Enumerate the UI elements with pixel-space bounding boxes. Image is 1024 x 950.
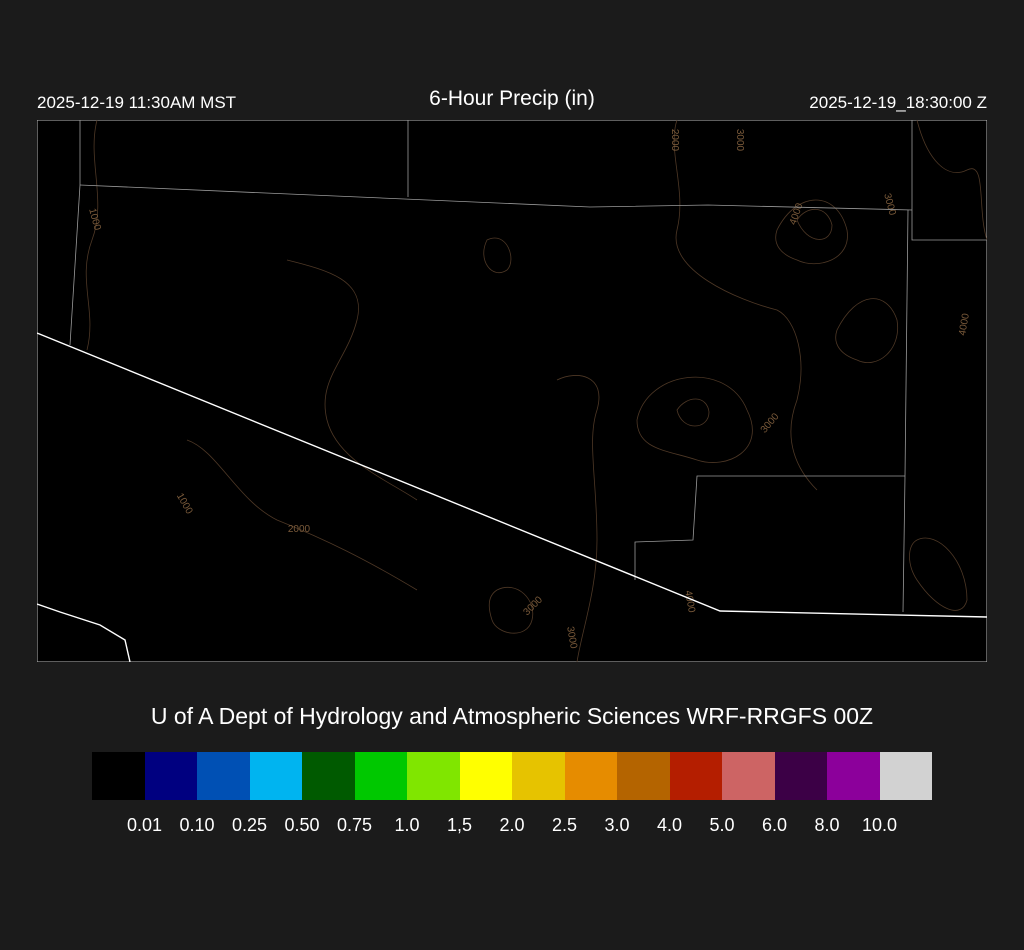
legend-swatch [774, 752, 827, 800]
contour-label: 3000 [564, 626, 579, 650]
legend-label: 0.50 [284, 815, 320, 835]
contour-line [186, 439, 418, 591]
legend-swatch [407, 752, 460, 800]
legend-label: 0.10 [179, 815, 215, 835]
contour-line [636, 376, 753, 463]
utc-time: 2025-12-19_18:30:00 Z [809, 93, 987, 112]
legend-swatch [564, 752, 617, 800]
legend-swatch [879, 752, 932, 800]
state-line [37, 603, 131, 662]
color-legend [92, 752, 932, 800]
county-line [634, 475, 905, 580]
legend-label: 2.0 [499, 815, 525, 835]
contour-label: 4000 [957, 312, 972, 336]
map-title: 6-Hour Precip (in) [429, 87, 595, 110]
legend-label: 4.0 [656, 815, 683, 835]
legend-label: 5.0 [709, 815, 735, 835]
contour-label: 2000 [669, 129, 680, 152]
legend-label: 0.75 [336, 815, 373, 835]
contour-line [488, 587, 534, 634]
terrain-contours [85, 120, 987, 662]
legend-swatch [354, 752, 407, 800]
contour-line [85, 120, 99, 351]
county-boundaries [69, 120, 987, 613]
legend-label: 0.01 [126, 815, 163, 835]
map-background [37, 120, 987, 662]
contour-line [286, 259, 418, 501]
legend-label: 10.0 [861, 815, 898, 835]
state-line [37, 332, 987, 618]
legend-label: 3.0 [604, 815, 630, 835]
contour-line [673, 120, 818, 491]
contour-label: 4000 [682, 590, 697, 614]
local-time: 2025-12-19 11:30AM MST [37, 93, 237, 112]
contour-line [676, 398, 710, 427]
contour-line [916, 120, 987, 241]
legend-label: 1,5 [446, 815, 473, 835]
county-line [911, 120, 987, 241]
legend-label: 1.0 [394, 815, 420, 835]
contour-line [483, 237, 512, 273]
legend-swatch [302, 752, 355, 800]
contour-label: 2000 [288, 524, 311, 535]
contour-line [556, 375, 600, 662]
legend-swatch [722, 752, 775, 800]
contour-label: 3000 [734, 129, 745, 152]
legend-swatch [92, 752, 145, 800]
legend-swatch [512, 752, 565, 800]
legend-label: 2.5 [551, 815, 578, 835]
legend-swatch [669, 752, 722, 800]
legend-label: 6.0 [761, 815, 788, 835]
legend-swatch [249, 752, 302, 800]
credit-text: U of A Dept of Hydrology and Atmospheric… [150, 703, 874, 729]
legend-label: 8.0 [814, 815, 840, 835]
contour-line [775, 199, 848, 264]
contour-line [835, 298, 899, 363]
state-boundaries [37, 332, 987, 662]
county-line [79, 184, 913, 211]
legend-labels: 0.01 0.10 0.25 0.50 0.75 1.0 1,5 2.0 2.5 3.0 4.0 5.… [0, 815, 1024, 839]
legend-label: 0.25 [231, 815, 268, 835]
legend-swatch [459, 752, 512, 800]
legend-swatch [827, 752, 880, 800]
legend-swatch [144, 752, 197, 800]
legend-swatch [617, 752, 670, 800]
contour-line [796, 208, 833, 240]
contour-line [909, 537, 968, 611]
legend-swatch [197, 752, 250, 800]
